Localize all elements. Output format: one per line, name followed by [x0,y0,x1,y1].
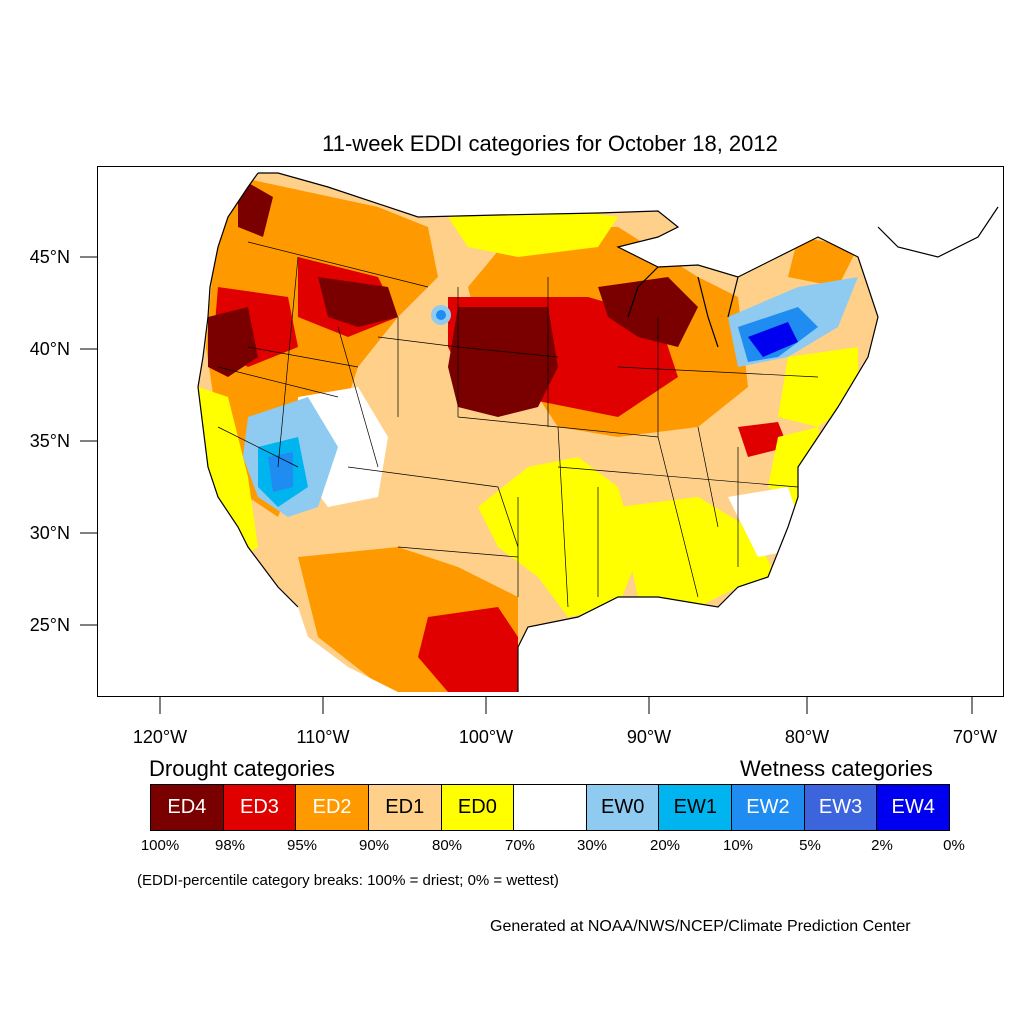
legend-cell-ew1: EW1 [659,785,733,830]
legend-label-ed4: ED4 [167,796,207,818]
legend-cell-ew4: EW4 [877,785,950,830]
wetness-categories-title: Wetness categories [740,756,933,781]
pct-break: 90% [358,837,390,854]
legend-cell-ew3: EW3 [804,785,878,830]
legend-label-ew0: EW0 [600,796,645,818]
pct-break: 20% [649,837,681,854]
lon-label-70: 70°W [952,727,998,747]
legend-cell-ed3: ED3 [223,785,297,830]
pct-break: 100% [140,837,180,854]
legend-cell-neutral [514,785,587,830]
lon-label-110: 110°W [296,727,350,747]
legend-label-ed0: ED0 [457,796,497,818]
pct-break: 70% [504,837,536,854]
legend-cell-ew2: EW2 [732,785,805,830]
lon-label-120: 120°W [132,727,188,747]
lon-label-90: 90°W [626,727,672,747]
eddi-map [197,172,999,692]
legend-label-ed1: ED1 [385,796,425,818]
legend-cell-ed4: ED4 [151,785,224,830]
lon-label-100: 100°W [458,727,514,747]
legend-label-ew1: EW1 [673,796,717,818]
lat-label-30: 30°N [29,523,70,543]
lat-label-35: 35°N [29,431,70,451]
pct-break: 5% [799,837,821,854]
legend-color-bar: ED4 ED3 ED2 ED1 ED0 EW0 EW1 EW2 EW3 EW4 [150,784,950,831]
lat-label-40: 40°N [29,339,70,359]
legend-cell-ed2: ED2 [296,785,369,830]
legend-label-ew4: EW4 [891,796,935,818]
pct-break: 80% [431,837,463,854]
pct-break: 0% [943,837,965,854]
lon-label-80: 80°W [784,727,830,747]
coastlines [197,172,999,692]
pct-break: 30% [576,837,608,854]
pct-break: 2% [871,837,893,854]
credit-text: Generated at NOAA/NWS/NCEP/Climate Predi… [490,918,911,935]
pct-break: 98% [214,837,246,854]
pct-break: 10% [722,837,754,854]
state-borders [217,241,819,608]
legend-label-ew2: EW2 [746,796,790,818]
category-breaks-note: (EDDI-percentile category breaks: 100% =… [137,872,559,889]
legend-cell-ed0: ED0 [441,785,515,830]
map-panel [97,166,1004,697]
legend-cell-ew0: EW0 [586,785,660,830]
pct-break: 95% [286,837,318,854]
legend-cell-ed1: ED1 [368,785,442,830]
drought-categories-title: Drought categories [149,756,335,781]
lat-label-25: 25°N [29,615,70,635]
map-title: 11-week EDDI categories for October 18, … [322,131,778,156]
legend-label-ed2: ED2 [312,796,352,818]
lat-label-45: 45°N [29,247,70,267]
legend-label-ew3: EW3 [818,796,863,818]
legend-label-ed3: ED3 [240,796,279,818]
